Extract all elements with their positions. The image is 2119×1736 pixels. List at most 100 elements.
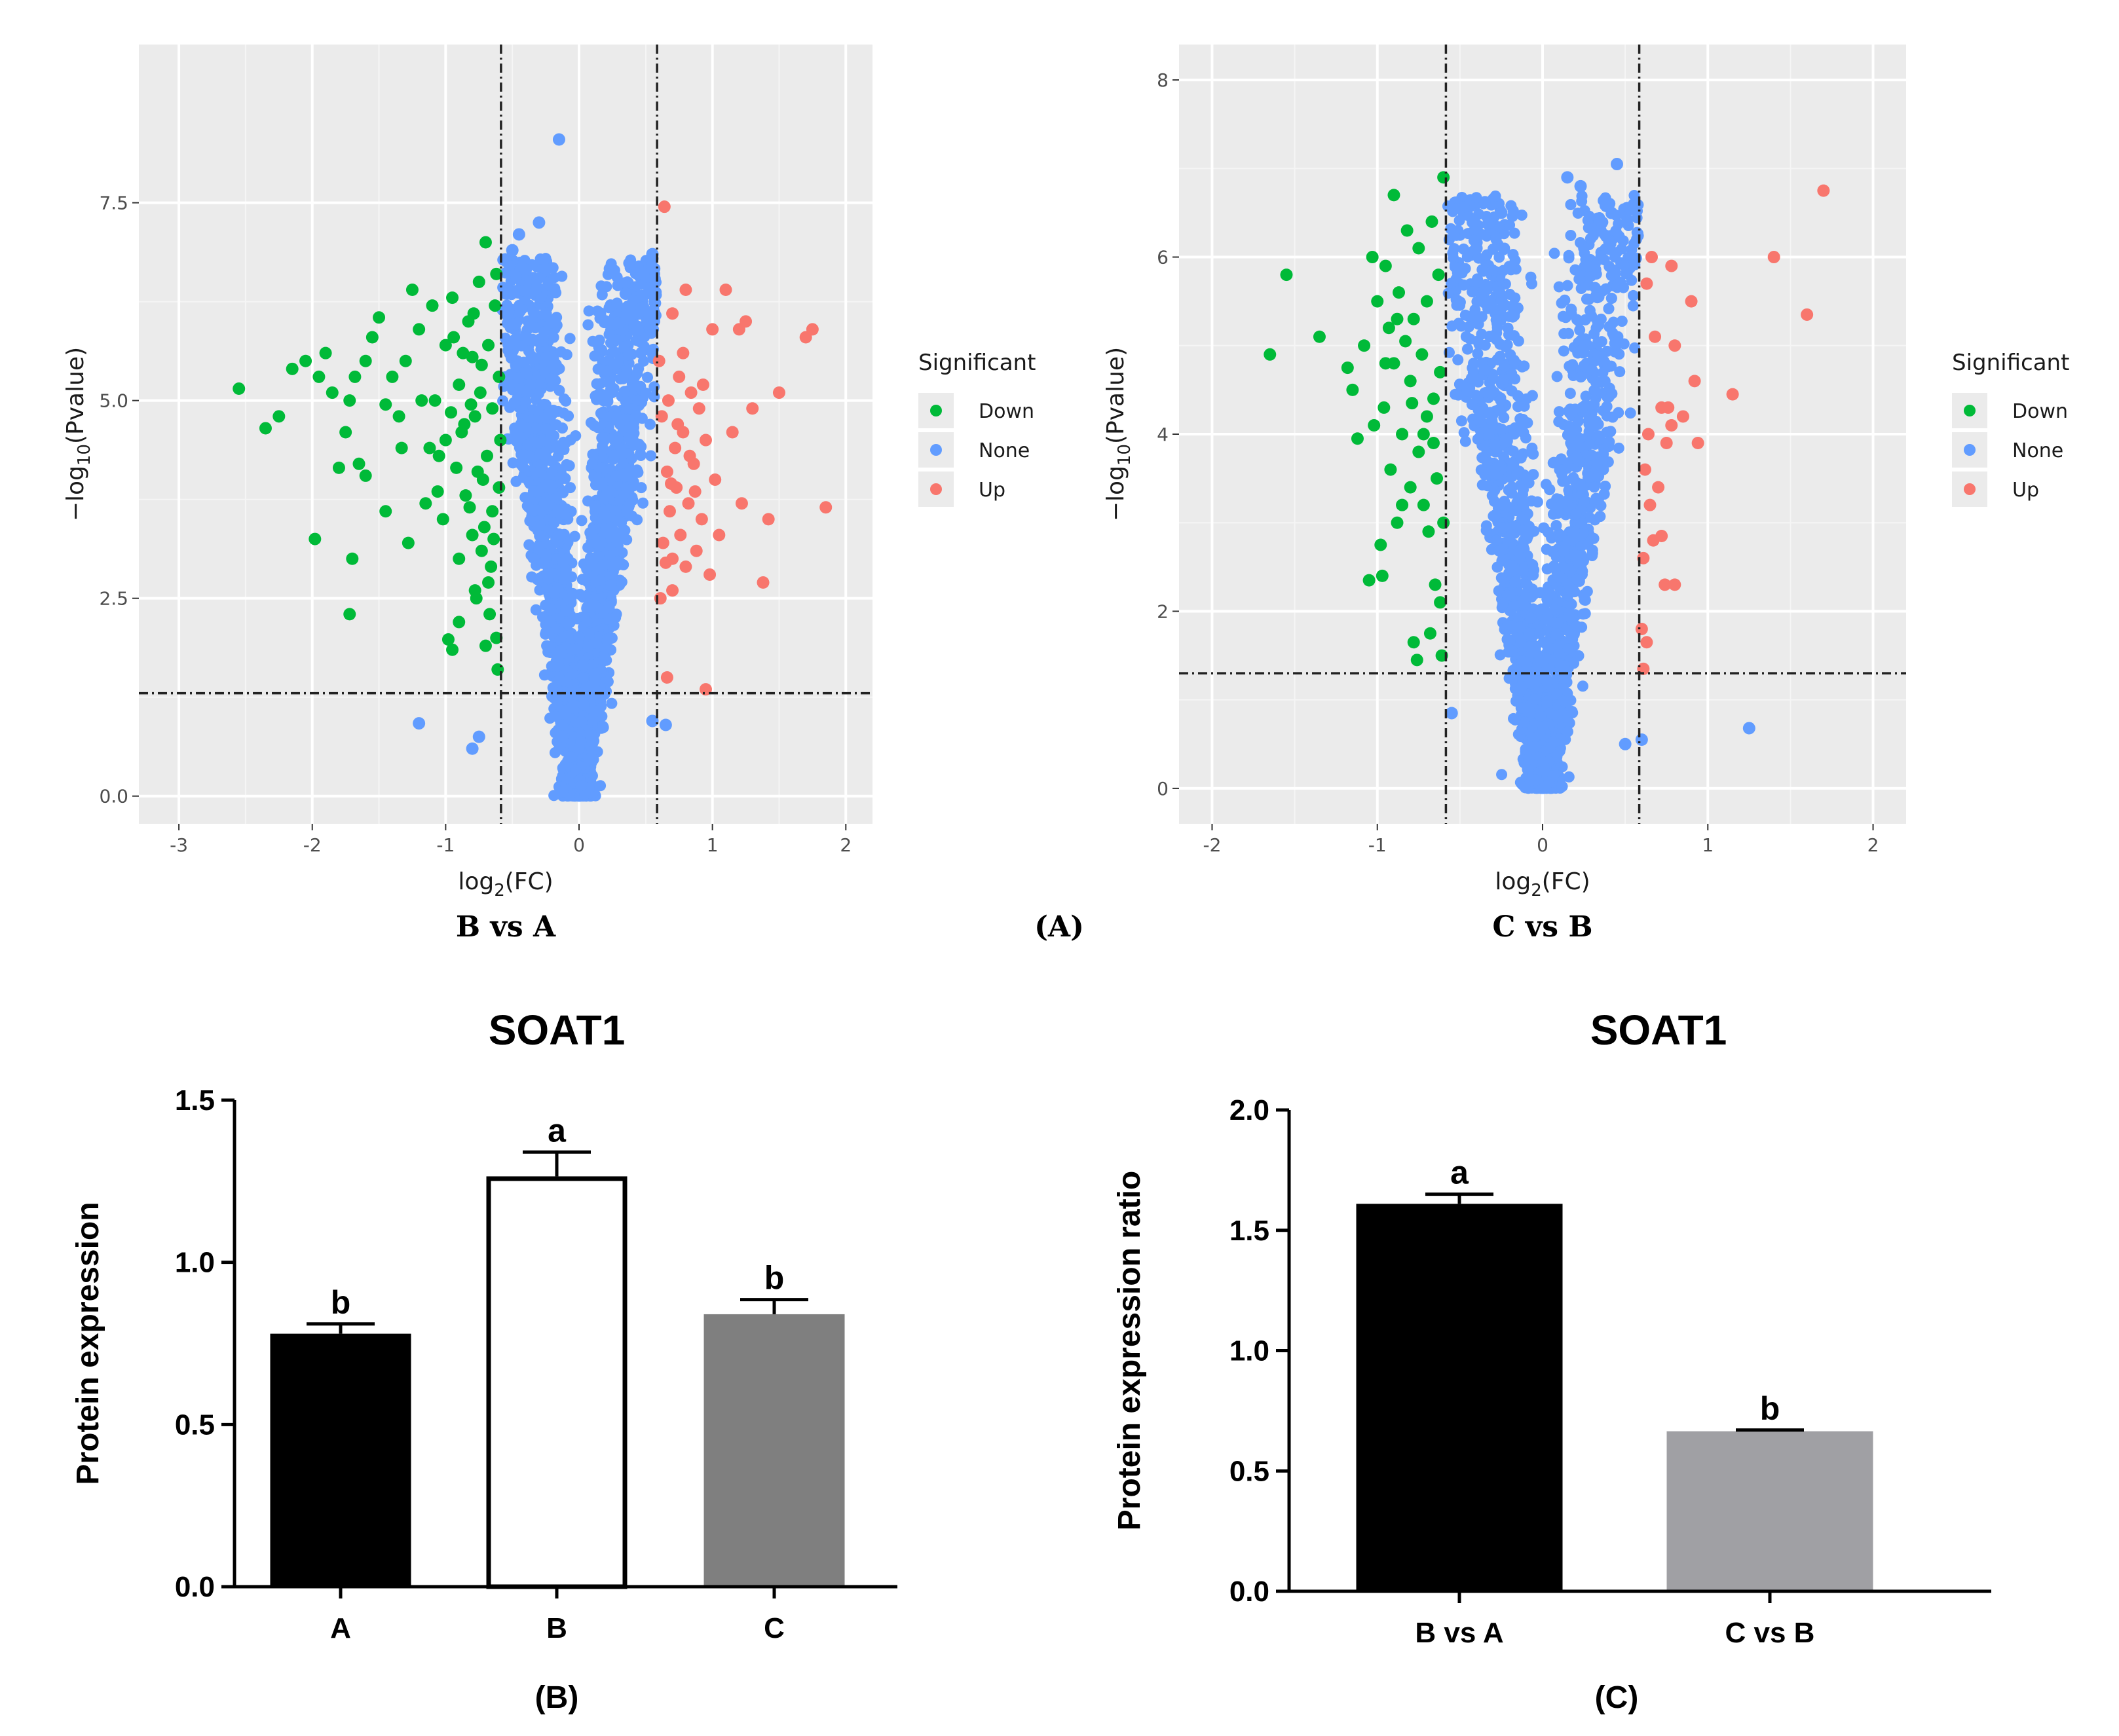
none-point bbox=[517, 462, 529, 473]
none-point bbox=[1577, 608, 1589, 620]
none-point bbox=[636, 413, 648, 424]
none-point bbox=[637, 497, 649, 509]
none-point bbox=[551, 700, 563, 712]
none-point bbox=[530, 604, 542, 616]
down-point bbox=[395, 441, 408, 454]
none-point bbox=[605, 258, 617, 270]
none-point bbox=[562, 593, 574, 605]
none-point bbox=[535, 292, 547, 304]
down-point bbox=[386, 370, 399, 383]
none-point bbox=[512, 228, 525, 241]
up-point bbox=[662, 394, 675, 407]
none-point bbox=[589, 637, 601, 649]
up-point bbox=[666, 307, 679, 320]
down-point bbox=[343, 608, 356, 621]
none-point bbox=[542, 279, 553, 291]
down-point bbox=[441, 633, 455, 646]
down-point bbox=[479, 639, 492, 652]
x-axis-label: log2(FC) bbox=[458, 868, 553, 900]
none-point bbox=[497, 395, 509, 407]
none-point bbox=[534, 448, 546, 460]
none-point bbox=[609, 346, 621, 358]
none-point bbox=[548, 517, 560, 528]
none-point bbox=[1459, 309, 1471, 321]
none-point bbox=[507, 457, 519, 469]
none-point bbox=[567, 644, 578, 656]
down-point bbox=[309, 532, 322, 545]
none-point bbox=[586, 458, 598, 470]
none-point bbox=[544, 615, 556, 627]
none-point bbox=[578, 611, 590, 623]
none-point bbox=[611, 271, 623, 283]
none-point bbox=[1583, 210, 1595, 222]
none-point bbox=[605, 579, 617, 591]
none-point bbox=[632, 394, 644, 406]
none-point bbox=[550, 419, 562, 431]
none-point bbox=[1553, 416, 1565, 428]
up-point bbox=[699, 434, 712, 447]
none-point bbox=[1575, 371, 1586, 383]
none-point bbox=[559, 472, 571, 484]
none-point bbox=[1551, 371, 1563, 382]
none-point bbox=[567, 668, 579, 680]
none-point bbox=[591, 378, 603, 390]
none-point bbox=[570, 764, 582, 775]
x-tick-label: 2 bbox=[1867, 834, 1879, 856]
down-point bbox=[493, 481, 506, 494]
y-tick-label: 0.0 bbox=[99, 786, 128, 807]
up-point bbox=[663, 505, 676, 518]
down-point bbox=[475, 544, 488, 557]
none-point bbox=[1613, 442, 1624, 454]
none-point bbox=[1463, 321, 1474, 333]
down-point bbox=[464, 398, 478, 411]
down-point bbox=[402, 536, 415, 549]
down-point bbox=[453, 616, 466, 629]
none-point bbox=[1614, 366, 1626, 378]
down-point bbox=[490, 267, 503, 280]
none-point bbox=[1453, 215, 1465, 227]
none-point bbox=[504, 259, 516, 271]
none-points-cloud bbox=[497, 253, 662, 802]
none-point bbox=[1609, 269, 1621, 281]
none-point bbox=[1541, 544, 1552, 555]
none-point bbox=[575, 736, 587, 748]
none-point bbox=[645, 450, 657, 462]
none-point bbox=[591, 394, 603, 405]
down-point bbox=[379, 398, 392, 411]
none-point bbox=[579, 788, 591, 800]
none-point bbox=[413, 717, 426, 730]
up-point bbox=[679, 560, 692, 573]
none-point bbox=[560, 437, 572, 449]
y-tick-label: 8 bbox=[1157, 69, 1169, 91]
up-point bbox=[656, 536, 669, 549]
y-tick-label: 4 bbox=[1157, 424, 1169, 445]
x-tick-label: -1 bbox=[436, 834, 455, 856]
up-point bbox=[757, 576, 770, 589]
none-point bbox=[621, 534, 633, 545]
down-point bbox=[446, 291, 459, 305]
none-point bbox=[631, 514, 643, 526]
none-point bbox=[553, 384, 565, 396]
x-tick-label: 0 bbox=[1537, 834, 1548, 856]
x-tick-label: -3 bbox=[170, 834, 188, 856]
none-point bbox=[552, 661, 563, 673]
down-point bbox=[486, 505, 499, 518]
none-point bbox=[1452, 354, 1464, 365]
none-point bbox=[1581, 293, 1592, 305]
up-point bbox=[706, 323, 719, 336]
none-point bbox=[578, 659, 590, 671]
up-point bbox=[666, 552, 679, 565]
none-point bbox=[567, 702, 578, 714]
none-point bbox=[595, 780, 607, 792]
none-point bbox=[529, 504, 541, 515]
down-point bbox=[463, 501, 476, 514]
up-point bbox=[660, 465, 673, 478]
down-point bbox=[486, 402, 499, 415]
none-point bbox=[552, 582, 564, 594]
down-point bbox=[447, 331, 460, 344]
none-point bbox=[546, 317, 557, 329]
up-point bbox=[684, 386, 698, 399]
none-point bbox=[620, 395, 631, 407]
none-point bbox=[545, 373, 557, 384]
